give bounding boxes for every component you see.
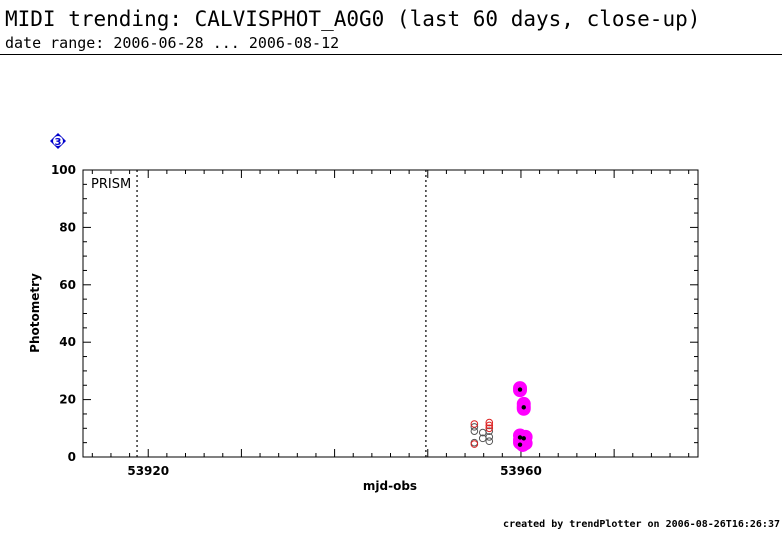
open-circle-point (470, 423, 479, 431)
y-tick-label: 60 (59, 278, 76, 292)
vertical-markers (136, 170, 427, 457)
dot-point (521, 436, 526, 441)
index-badge: 3 (50, 133, 66, 149)
dot-point (517, 435, 523, 440)
data-points (470, 381, 533, 452)
dot-point (521, 405, 526, 410)
plot-frame (82, 169, 699, 458)
open-circle-point (485, 433, 494, 441)
open-circle-point (485, 421, 494, 430)
open-circle-point (470, 420, 479, 428)
prism-annotation: PRISM (91, 177, 131, 192)
x-tick-label: 53960 (500, 464, 542, 478)
y-tick-label: 40 (59, 335, 76, 349)
axis-ticks: 0 20 40 60 80 100 53920 53960 (51, 163, 698, 478)
open-circle-point (485, 427, 494, 435)
dot-point (517, 387, 523, 392)
open-circle-point (470, 427, 479, 435)
y-tick-label: 0 (68, 450, 76, 464)
title-divider (0, 54, 782, 55)
y-tick-label: 20 (59, 393, 76, 407)
y-tick-label: 80 (59, 220, 76, 234)
badge-inner-circle (53, 136, 63, 146)
date-range-subtitle: date range: 2006-06-28 ... 2006-08-12 (5, 34, 340, 52)
y-tick-label: 100 (51, 163, 76, 177)
x-axis-label: mjd-obs (363, 479, 417, 493)
x-tick-label: 53920 (127, 464, 169, 478)
dot-point (517, 442, 523, 447)
open-circle-point (470, 440, 479, 448)
open-circle-point (485, 437, 494, 446)
badge-label: 3 (55, 137, 62, 148)
open-circle-point (485, 424, 494, 433)
y-axis-label: Photometry (28, 273, 42, 353)
open-circle-point (485, 418, 494, 427)
footer-credit: created by trendPlotter on 2006-08-26T16… (503, 519, 780, 530)
page-title: MIDI trending: CALVISPHOT_A0G0 (last 60 … (5, 7, 701, 31)
